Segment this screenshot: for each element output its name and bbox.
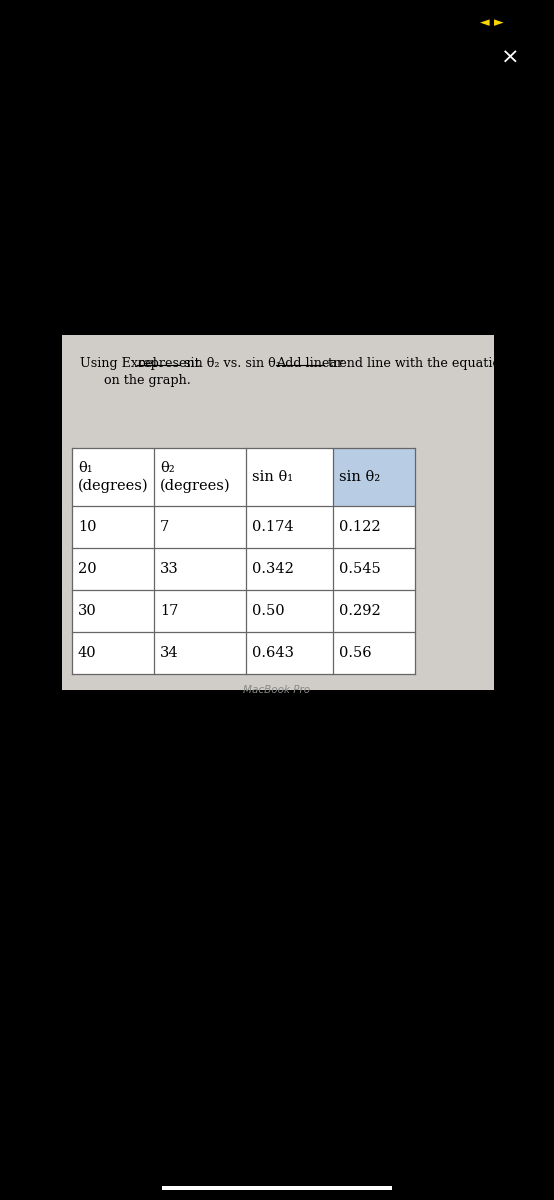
Text: on the graph.: on the graph. <box>104 373 191 386</box>
Text: θ₂
(degrees): θ₂ (degrees) <box>160 461 230 493</box>
Text: 0.342: 0.342 <box>252 562 294 576</box>
Text: 0.122: 0.122 <box>339 520 381 534</box>
Text: trend line with the equation: trend line with the equation <box>324 358 508 370</box>
Text: 7: 7 <box>160 520 170 534</box>
Text: 33: 33 <box>160 562 179 576</box>
Bar <box>62 335 494 690</box>
Text: ×: × <box>501 48 519 68</box>
Bar <box>72 448 415 674</box>
Bar <box>162 1186 392 1190</box>
Text: 10: 10 <box>78 520 96 534</box>
Text: 34: 34 <box>160 646 178 660</box>
Text: Using Excel: Using Excel <box>80 358 161 370</box>
Text: 0.174: 0.174 <box>252 520 294 534</box>
Text: 30: 30 <box>78 604 97 618</box>
Text: sin θ₂: sin θ₂ <box>339 470 380 484</box>
Text: 20: 20 <box>78 562 96 576</box>
Text: 17: 17 <box>160 604 178 618</box>
Text: MacBook Pro: MacBook Pro <box>243 685 311 695</box>
Text: Add linear: Add linear <box>276 358 343 370</box>
Text: 0.56: 0.56 <box>339 646 372 660</box>
Text: represent: represent <box>137 358 200 370</box>
Text: θ₁
(degrees): θ₁ (degrees) <box>78 461 148 493</box>
Text: 0.545: 0.545 <box>339 562 381 576</box>
Text: 0.292: 0.292 <box>339 604 381 618</box>
Text: 40: 40 <box>78 646 96 660</box>
Text: sin θ₂ vs. sin θ₁.: sin θ₂ vs. sin θ₁. <box>181 358 289 370</box>
Bar <box>333 448 415 506</box>
Text: 0.50: 0.50 <box>252 604 285 618</box>
Text: sin θ₁: sin θ₁ <box>252 470 293 484</box>
Text: ◄ ►: ◄ ► <box>480 16 504 29</box>
Text: 0.643: 0.643 <box>252 646 294 660</box>
